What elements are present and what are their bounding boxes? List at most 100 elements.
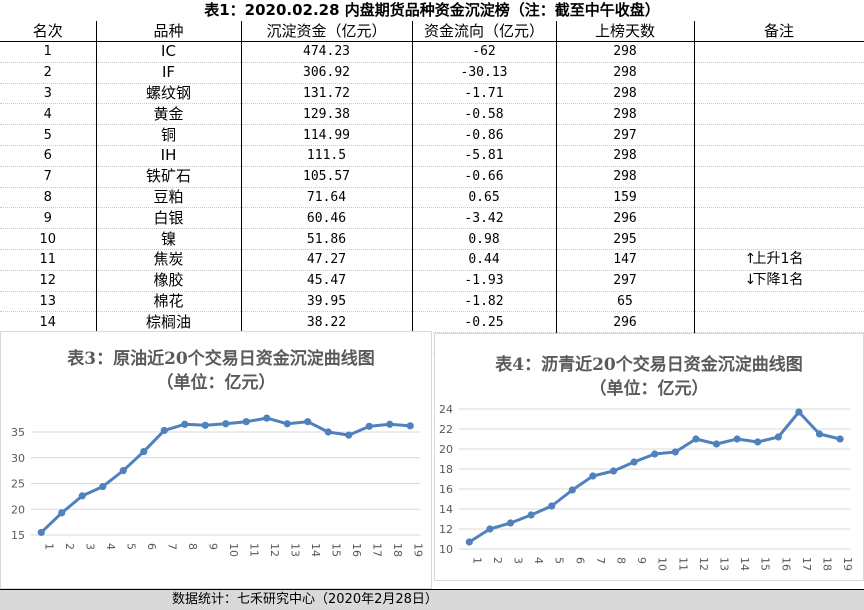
- fund-cell: 60.46: [241, 207, 413, 230]
- flow-cell: 0.98: [412, 228, 557, 250]
- x-tick-label: 3: [512, 557, 525, 564]
- header-rank: 名次: [0, 21, 97, 42]
- data-point: [242, 418, 250, 426]
- rank-cell: 11: [0, 249, 97, 271]
- name-cell: IH: [96, 145, 242, 167]
- name-cell: 铜: [96, 124, 242, 146]
- fund-cell: 131.72: [241, 83, 413, 105]
- y-tick-label: 35: [11, 426, 25, 439]
- x-tick-label: 14: [738, 557, 751, 571]
- days-cell: 147: [556, 249, 695, 271]
- fund-cell: 38.22: [241, 311, 413, 334]
- y-tick-label: 10: [439, 543, 453, 556]
- y-tick-label: 24: [439, 403, 453, 416]
- data-point: [263, 414, 271, 422]
- note-cell: [694, 311, 864, 334]
- rank-cell: 1: [0, 41, 97, 63]
- arrow-down-icon: ↓: [744, 272, 757, 289]
- table-row: 6 IH 111.5 -5.81 298: [0, 145, 864, 167]
- y-tick-label: 20: [439, 443, 453, 456]
- header-flow: 资金流向（亿元）: [412, 21, 557, 42]
- flow-cell: -3.42: [412, 207, 557, 230]
- data-point: [609, 467, 618, 475]
- data-point: [836, 435, 844, 443]
- data-point: [345, 431, 353, 439]
- data-point: [119, 467, 127, 475]
- y-tick-label: 22: [439, 423, 453, 436]
- data-point: [283, 420, 291, 428]
- fund-cell: 129.38: [241, 103, 413, 126]
- days-cell: 159: [556, 187, 695, 209]
- fund-cell: 71.64: [241, 187, 413, 209]
- note-cell: [694, 187, 864, 209]
- x-tick-label: 8: [615, 557, 628, 564]
- data-point: [815, 430, 824, 438]
- x-tick-label: 17: [800, 557, 813, 571]
- data-point: [222, 420, 230, 428]
- x-tick-label: 19: [841, 557, 854, 571]
- flow-cell: -1.71: [412, 83, 557, 105]
- note-text: 上升1名: [752, 251, 804, 268]
- fund-cell: 474.23: [241, 41, 413, 63]
- data-point: [365, 422, 373, 430]
- table-header-row: 名次 品种 沉淀资金（亿元） 资金流向（亿元） 上榜天数 备注: [0, 21, 864, 42]
- rank-cell: 6: [0, 145, 97, 167]
- x-tick-label: 16: [350, 543, 363, 557]
- note-cell: ↓下降1名: [694, 270, 864, 292]
- table-row: 14 棕榈油 38.22 -0.25 296: [0, 311, 864, 334]
- flow-cell: -1.93: [412, 270, 557, 292]
- header-note: 备注: [694, 21, 864, 42]
- data-point: [486, 525, 494, 533]
- data-point: [99, 482, 107, 491]
- x-tick-label: 13: [288, 543, 301, 557]
- x-tick-label: 6: [145, 543, 158, 550]
- x-tick-label: 18: [821, 557, 834, 571]
- note-cell: [694, 291, 864, 313]
- x-tick-label: 5: [124, 543, 137, 550]
- table-row: 9 白银 60.46 -3.42 296: [0, 207, 864, 230]
- x-tick-label: 10: [227, 543, 240, 557]
- data-point: [651, 450, 659, 458]
- name-cell: 白银: [96, 207, 242, 230]
- header-fund: 沉淀资金（亿元）: [241, 21, 413, 42]
- x-tick-label: 3: [83, 543, 96, 550]
- data-point: [465, 538, 473, 546]
- note-cell: [694, 145, 864, 167]
- y-tick-label: 25: [11, 478, 25, 491]
- x-tick-label: 15: [759, 557, 772, 571]
- flow-cell: -0.86: [412, 124, 557, 146]
- note-cell: [694, 166, 864, 188]
- rank-cell: 8: [0, 187, 97, 209]
- data-point: [548, 502, 556, 510]
- crude-oil-chart-title: 表3：原油近20个交易日资金沉淀曲线图: [67, 349, 375, 369]
- y-tick-label: 20: [11, 503, 25, 516]
- rank-cell: 2: [0, 62, 97, 84]
- days-cell: 298: [556, 166, 695, 188]
- x-tick-label: 12: [268, 543, 281, 557]
- note-cell: [694, 207, 864, 230]
- data-point: [181, 420, 189, 428]
- asphalt-chart-subtitle: （单位：亿元）: [589, 379, 709, 399]
- name-cell: 棕榈油: [96, 311, 242, 334]
- days-cell: 298: [556, 83, 695, 105]
- data-point: [774, 433, 782, 441]
- note-cell: [694, 228, 864, 250]
- note-cell: [694, 83, 864, 105]
- fund-cell: 47.27: [241, 249, 413, 271]
- days-cell: 298: [556, 103, 695, 126]
- fund-cell: 45.47: [241, 270, 413, 292]
- days-cell: 296: [556, 207, 695, 230]
- days-cell: 295: [556, 228, 695, 250]
- days-cell: 297: [556, 270, 695, 292]
- asphalt-chart: 表4：沥青近20个交易日资金沉淀曲线图 （单位：亿元） 10 12 14 16 18 20…: [434, 333, 864, 581]
- name-cell: 豆粕: [96, 187, 242, 209]
- y-tick-label: 18: [439, 463, 453, 476]
- flow-cell: -5.81: [412, 145, 557, 167]
- rank-cell: 7: [0, 166, 97, 188]
- data-point: [754, 438, 762, 446]
- rank-cell: 13: [0, 291, 97, 313]
- data-point: [201, 421, 209, 429]
- fund-cell: 114.99: [241, 124, 413, 146]
- data-point: [568, 486, 576, 494]
- crude-oil-chart: 表3：原油近20个交易日资金沉淀曲线图 （单位：亿元） 15 20 25 30 35 1 2…: [0, 331, 432, 589]
